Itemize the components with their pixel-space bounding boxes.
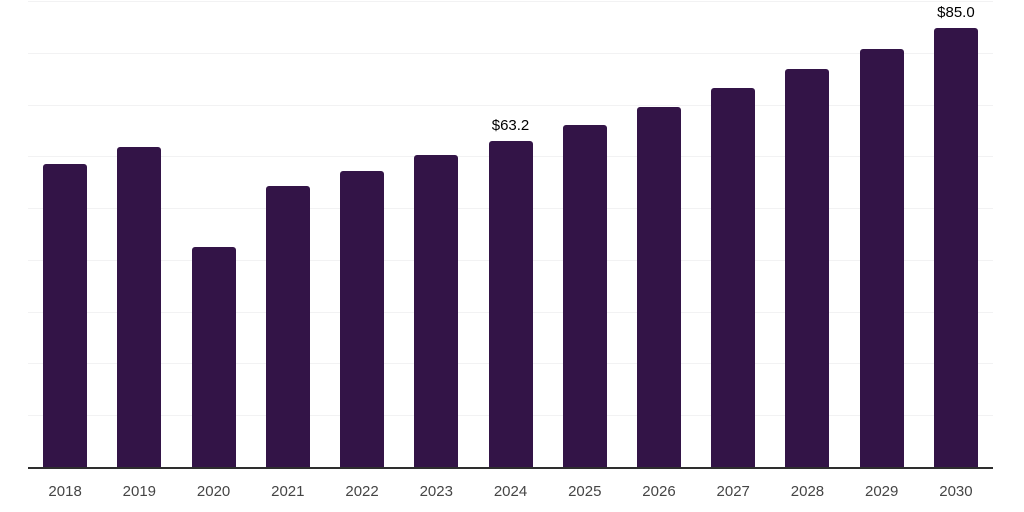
x-axis-tick-label-2028: 2028	[790, 483, 825, 500]
bar-slot-2020	[176, 2, 250, 468]
x-axis-tick-label-2029: 2029	[865, 483, 899, 500]
bar-slot-2023	[399, 2, 473, 468]
x-axis-tick-label-2019: 2019	[122, 483, 157, 500]
bar-slot-2022	[325, 2, 399, 468]
bar-2021	[265, 185, 310, 468]
x-axis-tick-label-2026: 2026	[642, 483, 676, 500]
bar-slot-2027	[696, 2, 770, 468]
bar-2030	[933, 27, 978, 468]
bar-slot-2028	[770, 2, 844, 468]
bar-2024	[488, 140, 533, 468]
x-axis-tick-label-2018: 2018	[48, 483, 82, 500]
bar-slot-2025	[548, 2, 622, 468]
bar-slot-2019	[102, 2, 176, 468]
bar-slot-2024: $63.2	[473, 2, 547, 468]
bar-2025	[562, 125, 607, 468]
bar-2027	[711, 88, 756, 468]
bar-2022	[340, 170, 385, 468]
bars-layer: $63.2 $85.0	[28, 2, 993, 468]
gridline	[28, 104, 993, 106]
x-axis-tick-label-2022: 2022	[345, 483, 379, 500]
bar-slot-2018	[28, 2, 102, 468]
bar-2019	[117, 146, 162, 468]
x-axis-line	[28, 467, 993, 469]
bar-2029	[859, 49, 904, 468]
gridline	[28, 1, 993, 2]
x-axis-tick-label-2025: 2025	[568, 483, 602, 500]
bar-2018	[43, 163, 88, 468]
bar-value-label-2030: $85.0	[937, 3, 975, 21]
bar-slot-2026	[622, 2, 696, 468]
bar-2026	[636, 107, 681, 468]
x-axis-tick-label-2027: 2027	[716, 483, 750, 500]
x-axis-tick-label-2020: 2020	[196, 483, 231, 500]
bar-2028	[785, 69, 830, 468]
x-axis-tick-label-2024: 2024	[493, 483, 528, 500]
plot-area: $63.2 $85.0	[28, 1, 993, 468]
x-axis-labels: 2018 2019 2020 2021 2022 2023 2024 2025 2026 2027…	[28, 482, 993, 502]
bar-slot-2030: $85.0	[919, 2, 993, 468]
x-axis-tick-label-2030: 2030	[939, 483, 973, 500]
x-axis-tick-label-2021: 2021	[271, 483, 305, 500]
bar-slot-2021	[251, 2, 325, 468]
x-axis-tick-label-2023: 2023	[419, 483, 453, 500]
bar-slot-2029	[845, 2, 919, 468]
bar-2020	[191, 247, 236, 468]
bar-value-label-2024: $63.2	[491, 116, 530, 134]
bar-2023	[414, 155, 459, 468]
gridline	[28, 52, 993, 54]
